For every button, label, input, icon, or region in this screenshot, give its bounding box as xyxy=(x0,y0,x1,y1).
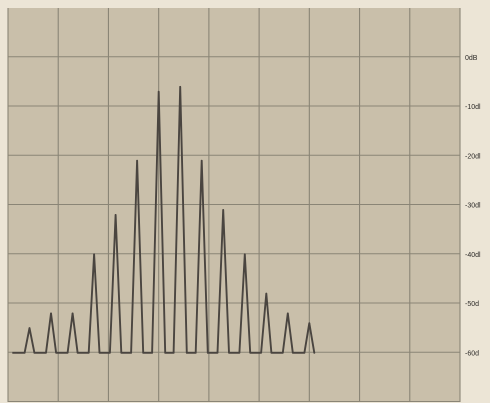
y-tick-label: -60d xyxy=(465,350,479,357)
peak-point xyxy=(200,159,203,162)
peak-point xyxy=(93,253,95,256)
peak-point xyxy=(265,292,268,295)
peak-point xyxy=(136,159,138,162)
trace-layer xyxy=(12,85,316,354)
y-tick-label: -30dl xyxy=(465,203,481,210)
peak-point xyxy=(28,327,31,329)
peak-point xyxy=(71,312,74,315)
y-tick-label: 0dB xyxy=(465,55,478,62)
peak-point xyxy=(287,312,289,315)
peak-point xyxy=(222,209,225,211)
y-tick-label: -10dl xyxy=(465,104,481,111)
y-tick-label: -40dl xyxy=(465,252,481,259)
peak-point xyxy=(179,86,181,88)
peak-point xyxy=(308,322,311,325)
peak-point xyxy=(157,90,160,93)
peak-point xyxy=(114,214,117,216)
y-tick-label: -20dl xyxy=(465,153,481,160)
peak-point xyxy=(50,312,52,315)
peak-point xyxy=(243,253,246,256)
y-tick-label: -50d xyxy=(465,301,479,308)
y-axis-labels: 0dB -10dl -20dl -30dl -40dl -50d -60d xyxy=(465,55,481,358)
spectrum-trace xyxy=(12,85,316,354)
